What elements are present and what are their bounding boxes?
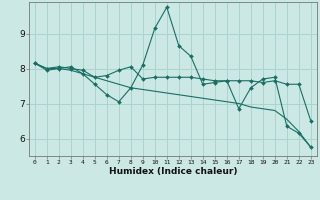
X-axis label: Humidex (Indice chaleur): Humidex (Indice chaleur) — [108, 167, 237, 176]
